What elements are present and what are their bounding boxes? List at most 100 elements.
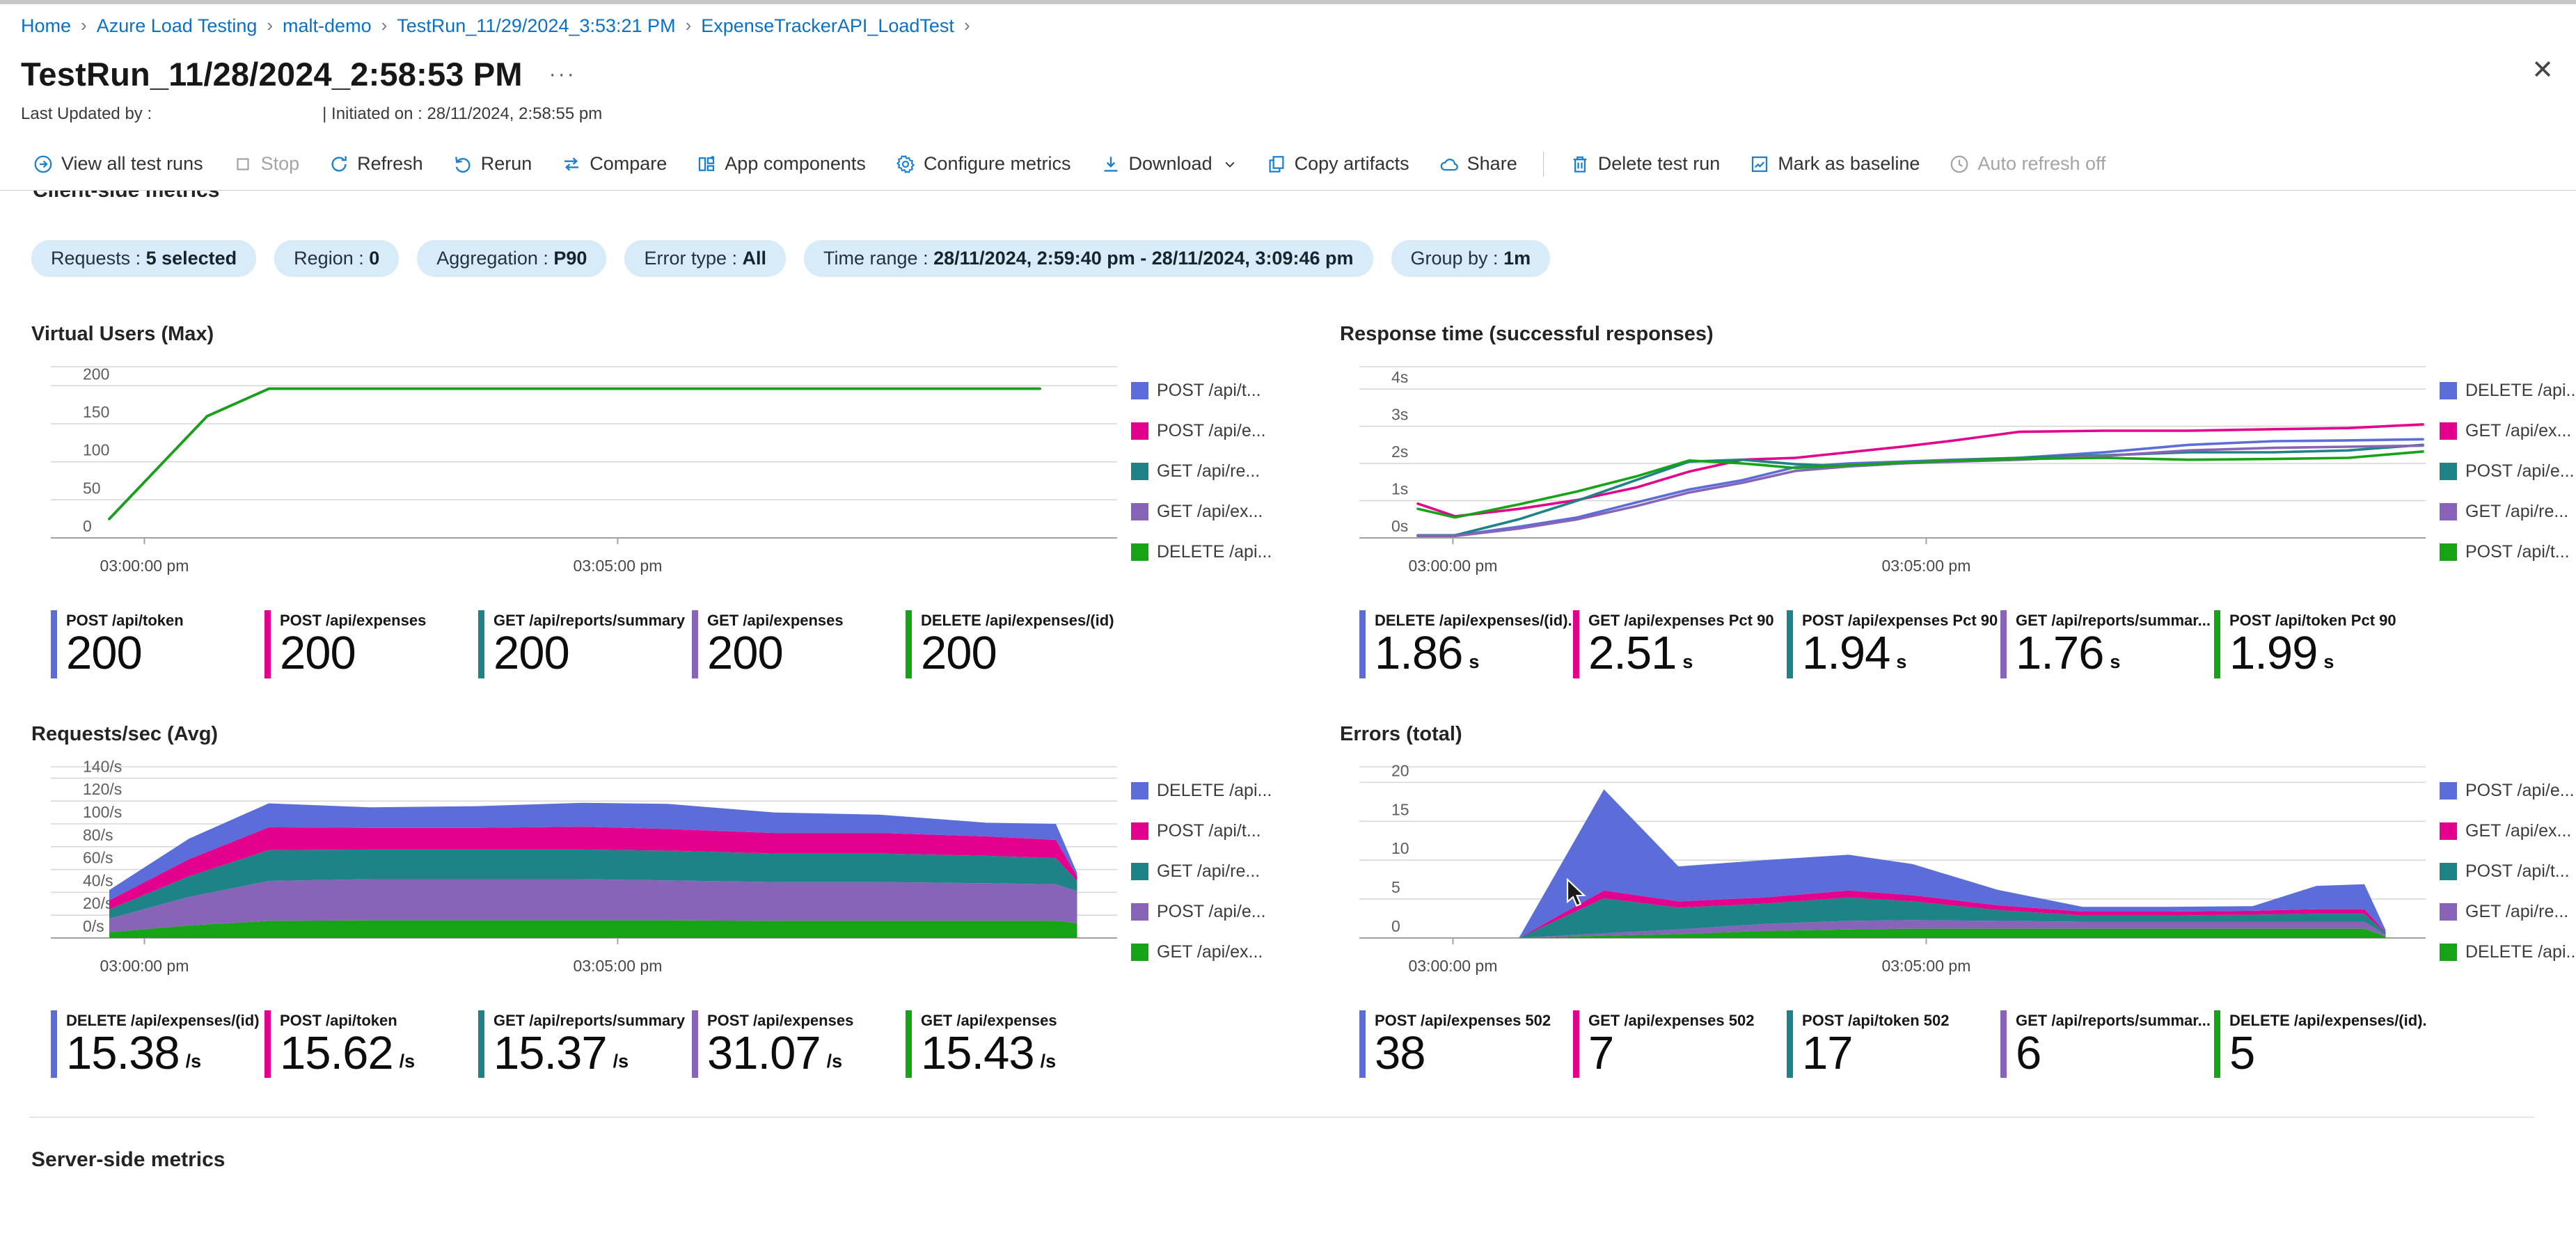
legend-item[interactable]: DELETE /api...: [2440, 942, 2576, 962]
download-button[interactable]: Download: [1089, 149, 1249, 179]
filter-pill-time-range[interactable]: Time range : 28/11/2024, 2:59:40 pm - 28…: [804, 240, 1373, 277]
download-icon: [1100, 154, 1121, 175]
chevron-down-icon: [1223, 157, 1237, 171]
legend-item[interactable]: GET /api/re...: [2440, 902, 2576, 922]
legend-swatch-icon: [1131, 903, 1148, 921]
stat-card: GET /api/reports/summar...6: [2000, 1010, 2214, 1079]
refresh-button[interactable]: Refresh: [317, 149, 435, 179]
breadcrumb-link[interactable]: TestRun_11/29/2024_3:53:21 PM: [397, 15, 675, 37]
delete-test-run-button[interactable]: Delete test run: [1558, 149, 1732, 179]
legend-item[interactable]: GET /api/ex...: [2440, 821, 2576, 841]
legend-label: POST /api/t...: [1157, 821, 1261, 841]
stat-card: POST /api/token Pct 901.99s: [2214, 610, 2428, 678]
last-updated-label: Last Updated by :: [21, 104, 152, 124]
filter-value: 5 selected: [146, 248, 237, 269]
legend-swatch-icon: [1131, 422, 1148, 440]
legend-item[interactable]: GET /api/ex...: [1131, 502, 1291, 522]
breadcrumb-separator-icon: ›: [964, 15, 970, 36]
legend-item[interactable]: POST /api/t...: [1131, 381, 1291, 401]
legend-item[interactable]: POST /api/t...: [2440, 542, 2576, 562]
stat-number: 1.94: [1802, 631, 1890, 676]
legend-swatch-icon: [2440, 822, 2457, 840]
chart-stats-row: POST /api/expenses 50238GET /api/expense…: [1340, 1010, 2576, 1079]
legend-item[interactable]: POST /api/e...: [2440, 781, 2576, 801]
stat-card: GET /api/expenses15.43/s: [906, 1010, 1119, 1079]
filter-pill-region[interactable]: Region : 0: [274, 240, 399, 277]
legend-item[interactable]: DELETE /api...: [1131, 781, 1291, 801]
legend-label: POST /api/t...: [1157, 381, 1261, 401]
chart-legend: POST /api/t... POST /api/e... GET /api/re.…: [1117, 356, 1291, 562]
legend-item[interactable]: GET /api/re...: [2440, 502, 2576, 522]
legend-item[interactable]: POST /api/e...: [1131, 421, 1291, 441]
stat-card: DELETE /api/expenses/(id)200: [906, 610, 1119, 678]
breadcrumb-link[interactable]: malt-demo: [283, 15, 372, 37]
breadcrumb-link[interactable]: Home: [21, 15, 71, 37]
view-all-test-runs-button[interactable]: View all test runs: [21, 149, 215, 179]
legend-item[interactable]: GET /api/re...: [1131, 461, 1291, 482]
legend-swatch-icon: [1131, 782, 1148, 800]
legend-item[interactable]: GET /api/ex...: [2440, 421, 2576, 441]
stat-card: DELETE /api/expenses/(id)...5: [2214, 1010, 2428, 1079]
breadcrumb-separator-icon: ›: [267, 15, 273, 36]
legend-item[interactable]: POST /api/e...: [2440, 461, 2576, 482]
filter-pill-requests[interactable]: Requests : 5 selected: [31, 240, 256, 277]
stat-value: 200: [921, 631, 1119, 676]
filter-label: Aggregation :: [436, 248, 553, 269]
more-options-icon[interactable]: ···: [549, 63, 576, 86]
app-components-icon: [696, 154, 717, 175]
svg-text:100: 100: [83, 441, 109, 459]
legend-label: GET /api/ex...: [2465, 821, 2571, 841]
stat-value: 5: [2229, 1031, 2428, 1076]
filter-pill-aggregation[interactable]: Aggregation : P90: [417, 240, 606, 277]
filter-pill-error-type[interactable]: Error type : All: [624, 240, 786, 277]
breadcrumb-link[interactable]: ExpenseTrackerAPI_LoadTest: [701, 15, 954, 37]
legend-item[interactable]: POST /api/e...: [1131, 902, 1291, 922]
share-button[interactable]: Share: [1427, 149, 1529, 179]
stat-card: DELETE /api/expenses/(id)15.38/s: [51, 1010, 264, 1079]
legend-swatch-icon: [2440, 903, 2457, 921]
legend-item[interactable]: DELETE /api...: [2440, 381, 2576, 401]
stat-card: POST /api/expenses31.07/s: [692, 1010, 906, 1079]
server-side-metrics-heading: Server-side metrics: [0, 1117, 2576, 1172]
chart-legend: POST /api/e... GET /api/ex... POST /api/t.…: [2426, 756, 2576, 962]
legend-item[interactable]: GET /api/ex...: [1131, 942, 1291, 962]
copy-artifacts-button[interactable]: Copy artifacts: [1254, 149, 1421, 179]
copy-icon: [1266, 154, 1287, 175]
compare-button[interactable]: Compare: [549, 149, 679, 179]
legend-item[interactable]: DELETE /api...: [1131, 542, 1291, 562]
stat-number: 15.62: [280, 1031, 393, 1076]
svg-text:03:00:00 pm: 03:00:00 pm: [100, 957, 189, 975]
breadcrumb-link[interactable]: Azure Load Testing: [97, 15, 258, 37]
svg-text:03:00:00 pm: 03:00:00 pm: [1409, 957, 1498, 975]
legend-label: GET /api/ex...: [1157, 942, 1263, 962]
legend-item[interactable]: POST /api/t...: [1131, 821, 1291, 841]
auto-refresh-off-button: Auto refresh off: [1937, 149, 2117, 179]
stat-card: POST /api/token 50217: [1787, 1010, 2000, 1079]
rerun-button[interactable]: Rerun: [441, 149, 544, 179]
legend-item[interactable]: GET /api/re...: [1131, 861, 1291, 882]
stat-card: POST /api/expenses200: [264, 610, 478, 678]
stat-unit: /s: [827, 1051, 843, 1072]
virtual-users-chart: 05010015020003:00:00 pm03:05:00 pm: [31, 356, 1117, 592]
legend-swatch-icon: [1131, 863, 1148, 880]
app-components-button[interactable]: App components: [684, 149, 878, 179]
legend-item[interactable]: POST /api/t...: [2440, 861, 2576, 882]
svg-text:03:05:00 pm: 03:05:00 pm: [1881, 957, 1970, 975]
close-icon[interactable]: ✕: [2531, 54, 2554, 86]
svg-text:100/s: 100/s: [83, 803, 122, 821]
chart-requests-per-sec: Requests/sec (Avg) 0/s20/s40/s60/s80/s10…: [31, 723, 1291, 1079]
filter-value: 1m: [1503, 248, 1531, 269]
filter-pill-group-by[interactable]: Group by : 1m: [1391, 240, 1551, 277]
svg-text:10: 10: [1391, 839, 1409, 857]
configure-metrics-button[interactable]: Configure metrics: [883, 149, 1083, 179]
stat-number: 15.43: [921, 1031, 1034, 1076]
svg-text:200: 200: [83, 365, 109, 383]
legend-swatch-icon: [1131, 503, 1148, 520]
stat-unit: s: [1682, 651, 1693, 673]
stat-card: POST /api/token15.62/s: [264, 1010, 478, 1079]
filter-value: 0: [369, 248, 379, 269]
stat-card: POST /api/expenses 50238: [1359, 1010, 1573, 1079]
mark-as-baseline-button[interactable]: Mark as baseline: [1737, 149, 1931, 179]
svg-text:2s: 2s: [1391, 443, 1408, 461]
svg-text:140/s: 140/s: [83, 757, 122, 775]
